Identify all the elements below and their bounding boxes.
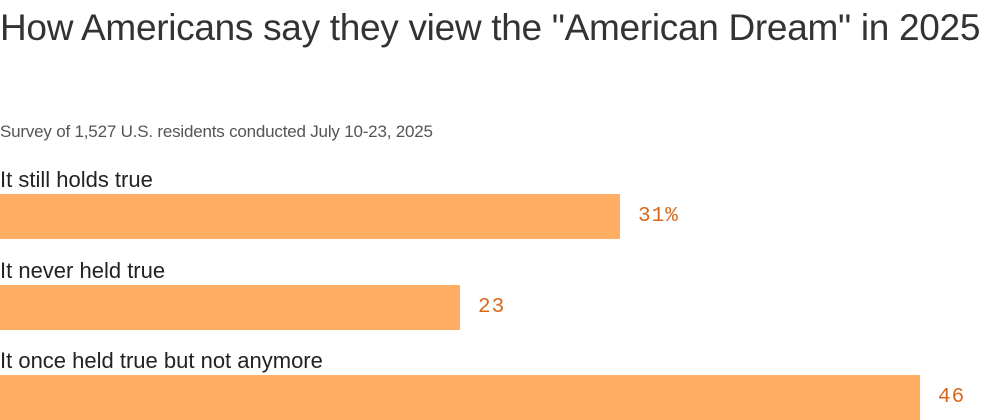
bar-category-label: It never held true xyxy=(0,258,166,283)
bar-value-label: 46 xyxy=(938,386,966,409)
chart-title: How Americans say they view the "America… xyxy=(0,7,981,48)
bar-category-label: It still holds true xyxy=(0,167,153,192)
bar xyxy=(0,194,620,239)
bar-value-label: 23 xyxy=(478,296,506,319)
bar-value-label: 31% xyxy=(638,205,679,228)
chart-subtitle: Survey of 1,527 U.S. residents conducted… xyxy=(0,122,433,141)
bar xyxy=(0,375,920,420)
bar-category-label: It once held true but not anymore xyxy=(0,348,323,373)
bar xyxy=(0,285,460,330)
